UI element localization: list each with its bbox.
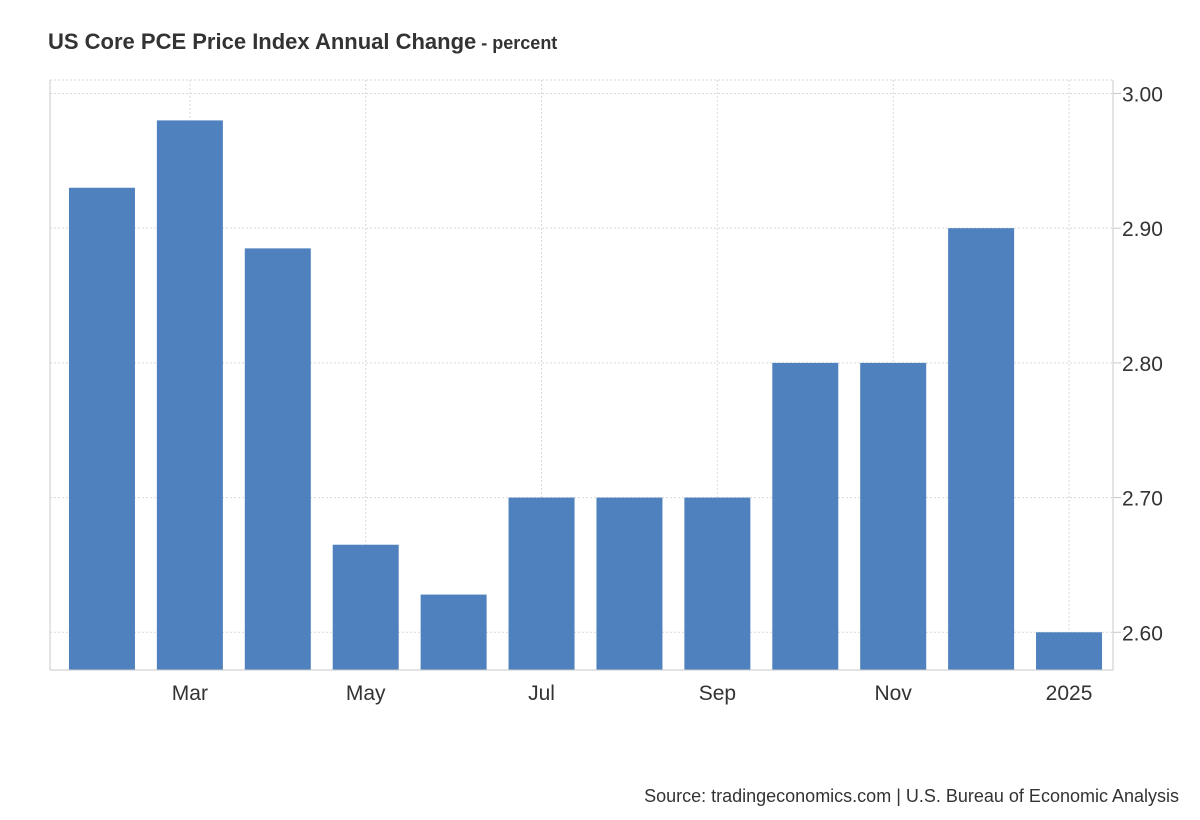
chart-unit: percent: [492, 33, 558, 53]
x-tick-label: Nov: [875, 682, 913, 705]
bar: [332, 544, 399, 670]
x-tick-label: Sep: [699, 682, 736, 705]
y-tick-label: 2.80: [1122, 353, 1163, 376]
bar: [156, 120, 223, 671]
chart-title-text: US Core PCE Price Index Annual Change: [48, 29, 477, 54]
bar: [684, 497, 751, 670]
bar: [860, 362, 927, 670]
y-tick-label: 3.00: [1122, 83, 1163, 106]
axes: [49, 80, 1121, 671]
x-tick-label: Jul: [528, 682, 555, 705]
y-tick-label: 2.90: [1122, 218, 1163, 241]
bars: [68, 120, 1103, 671]
chart-title: US Core PCE Price Index Annual Change - …: [48, 20, 557, 57]
chart-title-separator: -: [476, 33, 493, 53]
source-note: Source: tradingeconomics.com | U.S. Bure…: [644, 786, 1179, 806]
bar: [68, 187, 135, 670]
bar: [948, 228, 1015, 670]
tick-labels: 3.00 2.90 2.80 2.70 2.60 Mar May Jul Sep Nov 2025: [172, 83, 1163, 705]
x-tick-label: May: [346, 682, 386, 705]
bar: [244, 248, 311, 670]
bar-chart: 3.00 2.90 2.80 2.70 2.60 Mar May Jul Sep Nov 2025: [49, 79, 1163, 705]
y-tick-label: 2.60: [1122, 622, 1163, 645]
bar: [596, 497, 663, 670]
bar: [508, 497, 575, 670]
x-tick-label: 2025: [1046, 682, 1093, 705]
bar: [420, 594, 487, 670]
gridlines: [50, 79, 1113, 670]
x-tick-label: Mar: [172, 682, 208, 705]
bar: [772, 362, 839, 670]
bar: [1036, 632, 1103, 670]
y-tick-label: 2.70: [1122, 488, 1163, 511]
